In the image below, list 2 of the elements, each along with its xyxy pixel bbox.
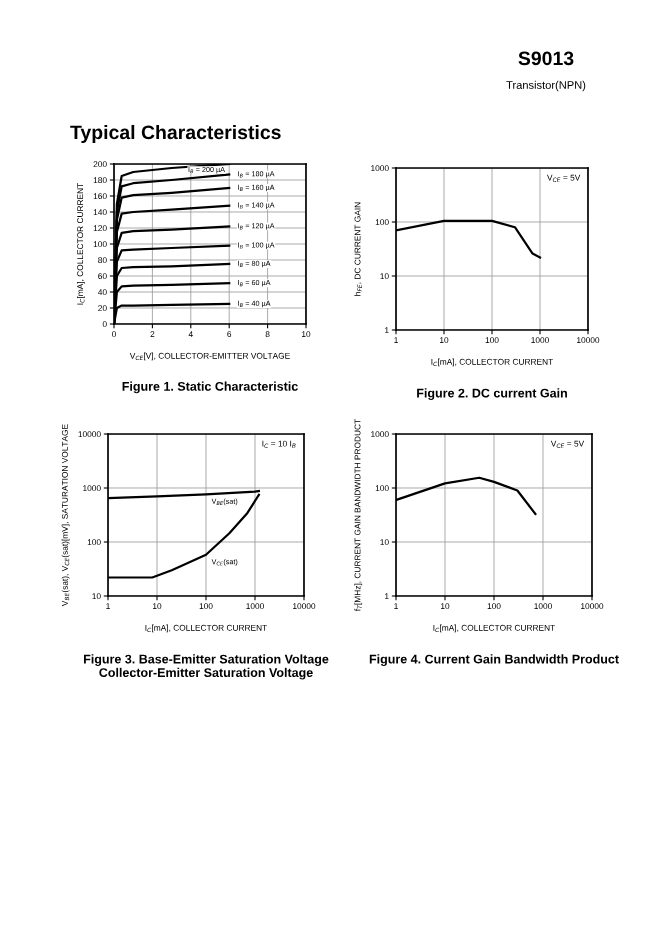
text: S9013 <box>518 51 574 66</box>
text: Typical Characteristics <box>70 124 281 144</box>
